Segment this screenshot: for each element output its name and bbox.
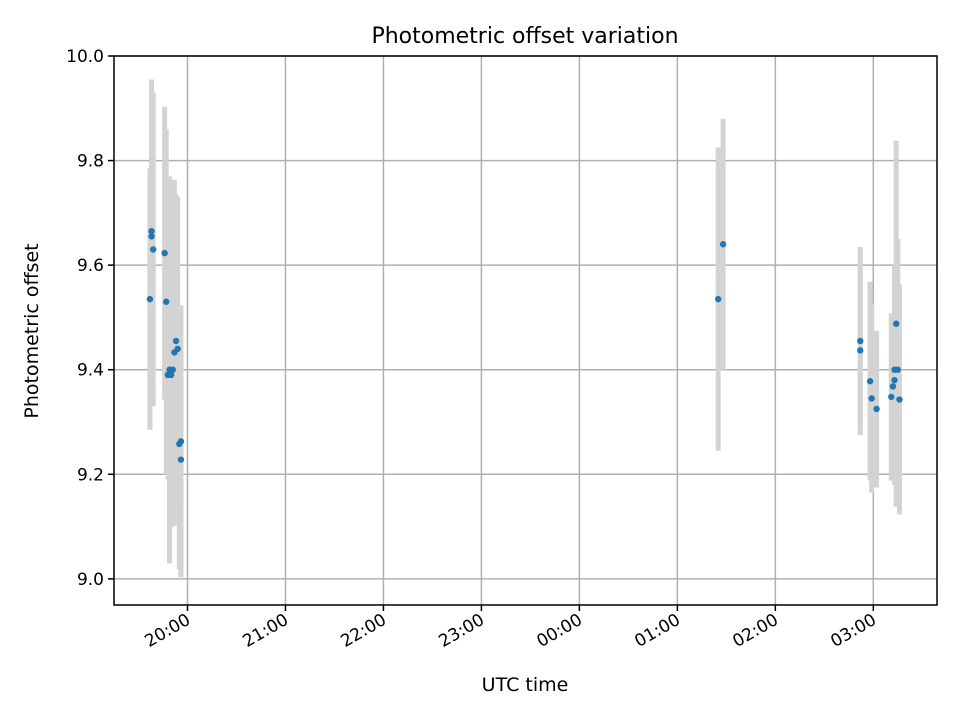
y-tick-label: 9.6	[77, 256, 104, 276]
data-point	[177, 438, 185, 445]
y-tick-label: 9.8	[77, 152, 104, 172]
chart-title: Photometric offset variation	[371, 24, 678, 49]
data-point	[714, 295, 722, 303]
plot-area	[114, 56, 937, 605]
data-point	[149, 246, 157, 253]
data-point	[148, 227, 155, 235]
data-point	[148, 233, 155, 240]
data-point	[888, 393, 895, 401]
data-point	[146, 295, 154, 303]
data-point	[894, 366, 902, 373]
y-tick-label: 9.4	[77, 361, 104, 381]
data-points	[146, 227, 903, 463]
data-point	[873, 405, 880, 413]
y-tick-label: 9.0	[77, 570, 104, 590]
data-point	[177, 456, 185, 463]
data-point	[719, 241, 727, 248]
data-point	[891, 376, 898, 384]
y-tick-label: 9.2	[77, 465, 104, 485]
data-point	[896, 396, 903, 403]
data-point	[892, 320, 900, 327]
data-point	[868, 395, 875, 402]
data-point	[866, 378, 874, 385]
data-point	[172, 337, 180, 345]
x-axis-label: UTC time	[482, 674, 569, 696]
data-point	[857, 337, 864, 345]
y-axis-label: Photometric offset	[21, 243, 43, 418]
plot-frame	[113, 55, 938, 606]
data-point	[169, 366, 176, 373]
data-point	[161, 249, 168, 257]
data-point	[163, 298, 170, 305]
y-tick-label: 10.0	[66, 47, 104, 67]
data-point	[857, 347, 864, 354]
data-point	[174, 345, 181, 352]
data-point	[889, 383, 897, 390]
data-point	[167, 371, 175, 379]
